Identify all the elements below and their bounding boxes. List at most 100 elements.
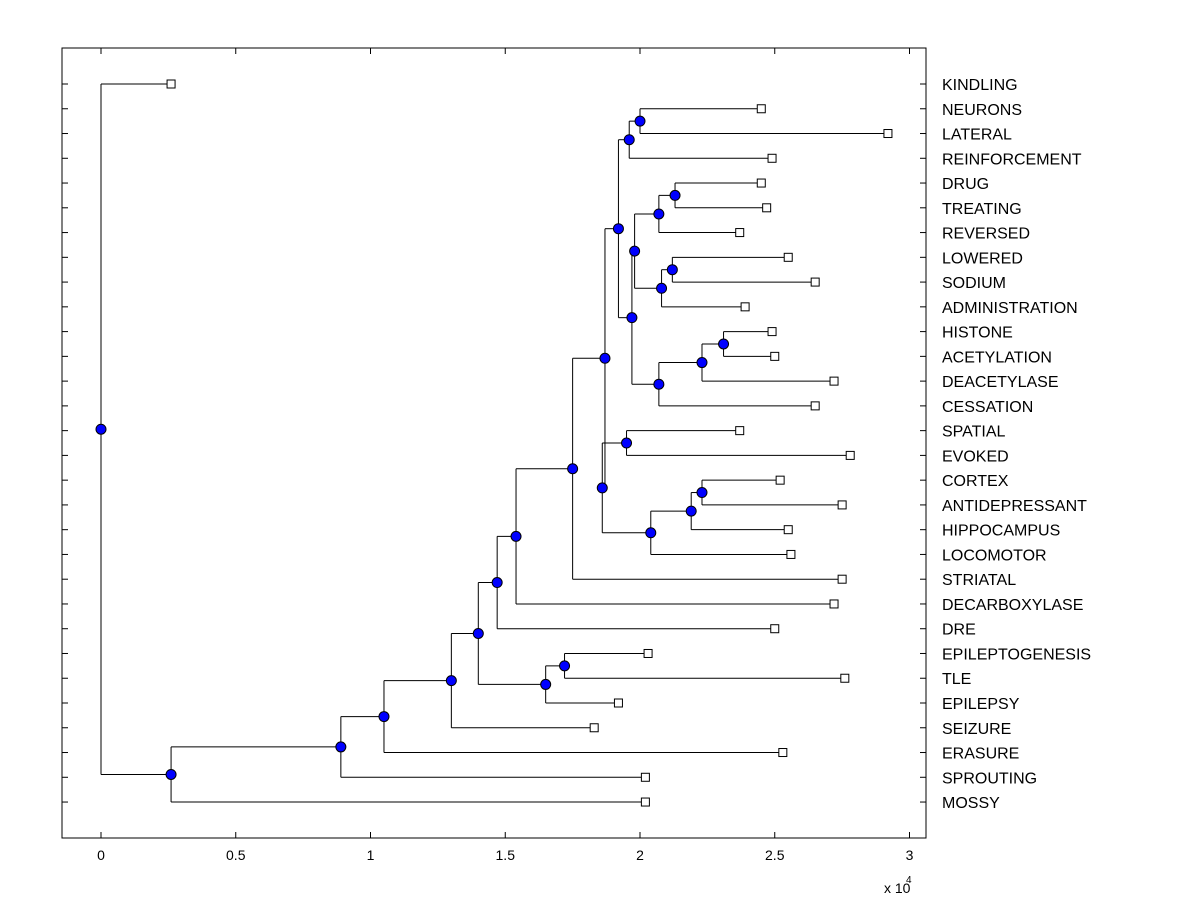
plot-frame bbox=[61, 47, 927, 839]
merge-nodes bbox=[95, 115, 730, 780]
leaf-label: SEIZURE bbox=[942, 721, 1011, 738]
leaf-marker bbox=[829, 599, 839, 609]
x-tick-label: 1.5 bbox=[496, 847, 516, 863]
merge-node bbox=[634, 115, 646, 127]
leaf-label: STRIATAL bbox=[942, 572, 1016, 589]
leaf-label: LOWERED bbox=[942, 250, 1023, 267]
leaf-marker bbox=[883, 129, 893, 139]
leaf-label: HISTONE bbox=[942, 325, 1013, 342]
leaf-label: TLE bbox=[942, 671, 971, 688]
leaf-label: DECARBOXYLASE bbox=[942, 597, 1083, 614]
leaf-marker bbox=[770, 624, 780, 634]
merge-node bbox=[656, 282, 668, 294]
x-ticks: 0 0.5 1 1.5 2 2.5 3 bbox=[97, 48, 914, 863]
leaf-marker bbox=[640, 772, 650, 782]
leaf-label: TREATING bbox=[942, 201, 1022, 218]
leaf-label: REVERSED bbox=[942, 226, 1030, 243]
leaf-marker bbox=[166, 79, 176, 89]
leaf-marker bbox=[810, 401, 820, 411]
merge-node bbox=[596, 482, 608, 494]
merge-node bbox=[718, 338, 730, 350]
leaf-marker bbox=[778, 748, 788, 758]
x-multiplier-exponent: 4 bbox=[906, 875, 912, 886]
merge-node bbox=[510, 530, 522, 542]
merge-node bbox=[378, 711, 390, 723]
leaf-marker bbox=[735, 228, 745, 238]
leaf-label: ERASURE bbox=[942, 746, 1019, 763]
leaf-marker bbox=[775, 475, 785, 485]
x-tick-label: 2 bbox=[636, 847, 644, 863]
leaf-label: SODIUM bbox=[942, 275, 1006, 292]
leaf-label: MOSSY bbox=[942, 795, 1000, 812]
leaf-marker bbox=[762, 203, 772, 213]
merge-node bbox=[445, 675, 457, 687]
leaf-marker bbox=[767, 327, 777, 337]
leaf-label: NEURONS bbox=[942, 102, 1022, 119]
leaf-marker bbox=[783, 525, 793, 535]
merge-node bbox=[165, 768, 177, 780]
leaf-label: SPATIAL bbox=[942, 424, 1006, 441]
leaf-marker bbox=[613, 698, 623, 708]
leaf-label: DEACETYLASE bbox=[942, 374, 1058, 391]
leaf-label: ACETYLATION bbox=[942, 349, 1052, 366]
x-tick-label: 2.5 bbox=[765, 847, 785, 863]
leaf-label: EVOKED bbox=[942, 448, 1009, 465]
x-tick-label: 1 bbox=[367, 847, 375, 863]
merge-node bbox=[491, 577, 503, 589]
merge-node bbox=[669, 189, 681, 201]
leaf-label: DRE bbox=[942, 622, 976, 639]
leaf-label: CORTEX bbox=[942, 473, 1009, 490]
leaf-marker bbox=[756, 104, 766, 114]
leaf-label: ADMINISTRATION bbox=[942, 300, 1078, 317]
leaf-marker bbox=[810, 277, 820, 287]
merge-node bbox=[623, 134, 635, 146]
merge-node bbox=[95, 423, 107, 435]
leaf-label: REINFORCEMENT bbox=[942, 151, 1082, 168]
merge-node bbox=[567, 463, 579, 475]
leaf-marker bbox=[589, 723, 599, 733]
merge-node bbox=[599, 352, 611, 364]
merge-node bbox=[335, 741, 347, 753]
merge-node bbox=[666, 264, 678, 276]
leaf-label: LATERAL bbox=[942, 127, 1012, 144]
merge-node bbox=[685, 505, 697, 517]
merge-node bbox=[645, 527, 657, 539]
y-ticks bbox=[62, 83, 926, 803]
merge-node bbox=[612, 223, 624, 235]
merge-node bbox=[629, 245, 641, 257]
leaf-markers bbox=[166, 79, 893, 807]
leaf-label: LOCOMOTOR bbox=[942, 547, 1047, 564]
leaf-marker bbox=[767, 153, 777, 163]
x-tick-label: 0.5 bbox=[226, 847, 246, 863]
leaf-marker bbox=[837, 574, 847, 584]
merge-node bbox=[653, 378, 665, 390]
merge-node bbox=[559, 660, 571, 672]
leaf-label: SPROUTING bbox=[942, 770, 1037, 787]
merge-node bbox=[540, 678, 552, 690]
leaf-marker bbox=[829, 376, 839, 386]
leaf-marker bbox=[783, 252, 793, 262]
x-tick-label: 3 bbox=[906, 847, 914, 863]
leaf-labels: KINDLING NEURONS LATERAL REINFORCEMENT DRUG T… bbox=[942, 77, 1091, 812]
leaf-label: CESSATION bbox=[942, 399, 1033, 416]
leaf-label: ANTIDEPRESSANT bbox=[942, 498, 1087, 515]
leaf-marker bbox=[837, 500, 847, 510]
merge-node bbox=[696, 357, 708, 369]
leaf-label: EPILEPSY bbox=[942, 696, 1020, 713]
merge-node bbox=[696, 487, 708, 499]
leaf-label: DRUG bbox=[942, 176, 989, 193]
merge-node bbox=[621, 437, 633, 449]
x-tick-label: 0 bbox=[97, 847, 105, 863]
leaf-marker bbox=[756, 178, 766, 188]
leaf-label: KINDLING bbox=[942, 77, 1018, 94]
leaf-marker bbox=[643, 648, 653, 658]
x-multiplier: x 10 bbox=[884, 880, 911, 896]
leaf-label: EPILEPTOGENESIS bbox=[942, 646, 1091, 663]
leaf-marker bbox=[770, 351, 780, 361]
merge-node bbox=[472, 627, 484, 639]
leaf-marker bbox=[740, 302, 750, 312]
leaf-label: HIPPOCAMPUS bbox=[942, 523, 1060, 540]
leaf-marker bbox=[735, 426, 745, 436]
leaf-marker bbox=[845, 450, 855, 460]
